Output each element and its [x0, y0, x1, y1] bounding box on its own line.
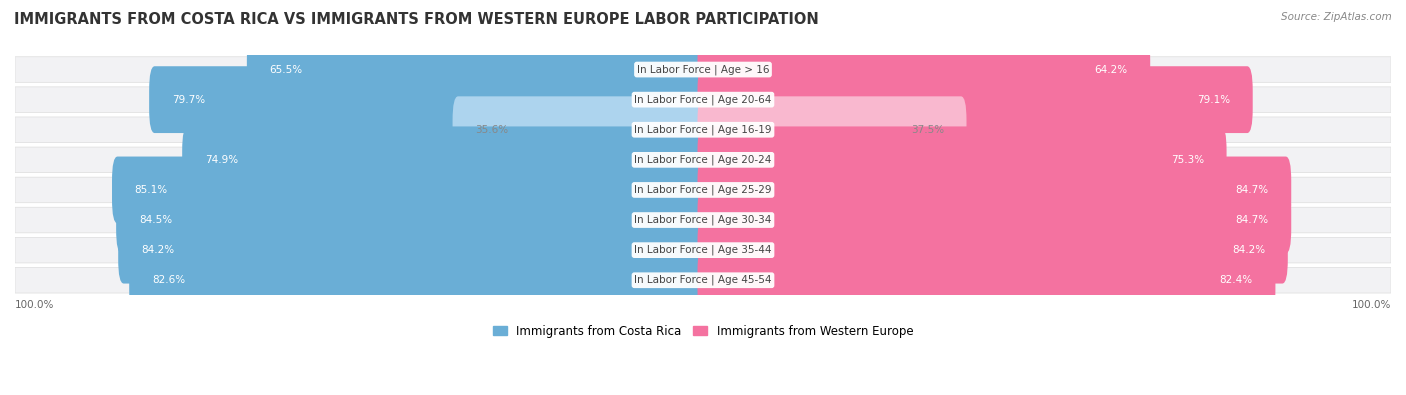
FancyBboxPatch shape [129, 247, 709, 314]
Text: 84.2%: 84.2% [141, 245, 174, 255]
FancyBboxPatch shape [112, 156, 709, 223]
FancyBboxPatch shape [697, 247, 1275, 314]
Text: 82.6%: 82.6% [152, 275, 186, 285]
Text: 84.5%: 84.5% [139, 215, 172, 225]
Text: 64.2%: 64.2% [1094, 64, 1128, 75]
Text: 79.7%: 79.7% [172, 95, 205, 105]
Text: 100.0%: 100.0% [15, 300, 55, 310]
FancyBboxPatch shape [15, 207, 1391, 233]
Text: 82.4%: 82.4% [1219, 275, 1253, 285]
Text: In Labor Force | Age 35-44: In Labor Force | Age 35-44 [634, 245, 772, 256]
Text: In Labor Force | Age 45-54: In Labor Force | Age 45-54 [634, 275, 772, 286]
Text: In Labor Force | Age 20-24: In Labor Force | Age 20-24 [634, 154, 772, 165]
FancyBboxPatch shape [15, 237, 1391, 263]
FancyBboxPatch shape [697, 126, 1226, 193]
FancyBboxPatch shape [697, 186, 1291, 254]
FancyBboxPatch shape [247, 36, 709, 103]
Text: 84.2%: 84.2% [1232, 245, 1265, 255]
FancyBboxPatch shape [453, 96, 709, 163]
FancyBboxPatch shape [15, 267, 1391, 293]
FancyBboxPatch shape [697, 156, 1291, 223]
Text: 79.1%: 79.1% [1197, 95, 1230, 105]
Text: In Labor Force | Age 30-34: In Labor Force | Age 30-34 [634, 215, 772, 225]
Text: 85.1%: 85.1% [135, 185, 167, 195]
FancyBboxPatch shape [15, 117, 1391, 143]
FancyBboxPatch shape [149, 66, 709, 133]
FancyBboxPatch shape [15, 87, 1391, 113]
FancyBboxPatch shape [697, 96, 966, 163]
FancyBboxPatch shape [15, 177, 1391, 203]
FancyBboxPatch shape [183, 126, 709, 193]
Text: In Labor Force | Age 25-29: In Labor Force | Age 25-29 [634, 185, 772, 195]
FancyBboxPatch shape [15, 147, 1391, 173]
Text: 84.7%: 84.7% [1236, 215, 1268, 225]
Text: 100.0%: 100.0% [1351, 300, 1391, 310]
Text: In Labor Force | Age > 16: In Labor Force | Age > 16 [637, 64, 769, 75]
Text: In Labor Force | Age 20-64: In Labor Force | Age 20-64 [634, 94, 772, 105]
Legend: Immigrants from Costa Rica, Immigrants from Western Europe: Immigrants from Costa Rica, Immigrants f… [488, 320, 918, 342]
Text: Source: ZipAtlas.com: Source: ZipAtlas.com [1281, 12, 1392, 22]
FancyBboxPatch shape [697, 217, 1288, 284]
Text: 65.5%: 65.5% [270, 64, 302, 75]
FancyBboxPatch shape [697, 36, 1150, 103]
Text: 84.7%: 84.7% [1236, 185, 1268, 195]
Text: 35.6%: 35.6% [475, 125, 509, 135]
Text: 75.3%: 75.3% [1171, 155, 1204, 165]
Text: In Labor Force | Age 16-19: In Labor Force | Age 16-19 [634, 124, 772, 135]
FancyBboxPatch shape [15, 57, 1391, 82]
FancyBboxPatch shape [697, 66, 1253, 133]
FancyBboxPatch shape [118, 217, 709, 284]
Text: IMMIGRANTS FROM COSTA RICA VS IMMIGRANTS FROM WESTERN EUROPE LABOR PARTICIPATION: IMMIGRANTS FROM COSTA RICA VS IMMIGRANTS… [14, 12, 818, 27]
Text: 37.5%: 37.5% [911, 125, 943, 135]
FancyBboxPatch shape [117, 186, 709, 254]
Text: 74.9%: 74.9% [205, 155, 238, 165]
